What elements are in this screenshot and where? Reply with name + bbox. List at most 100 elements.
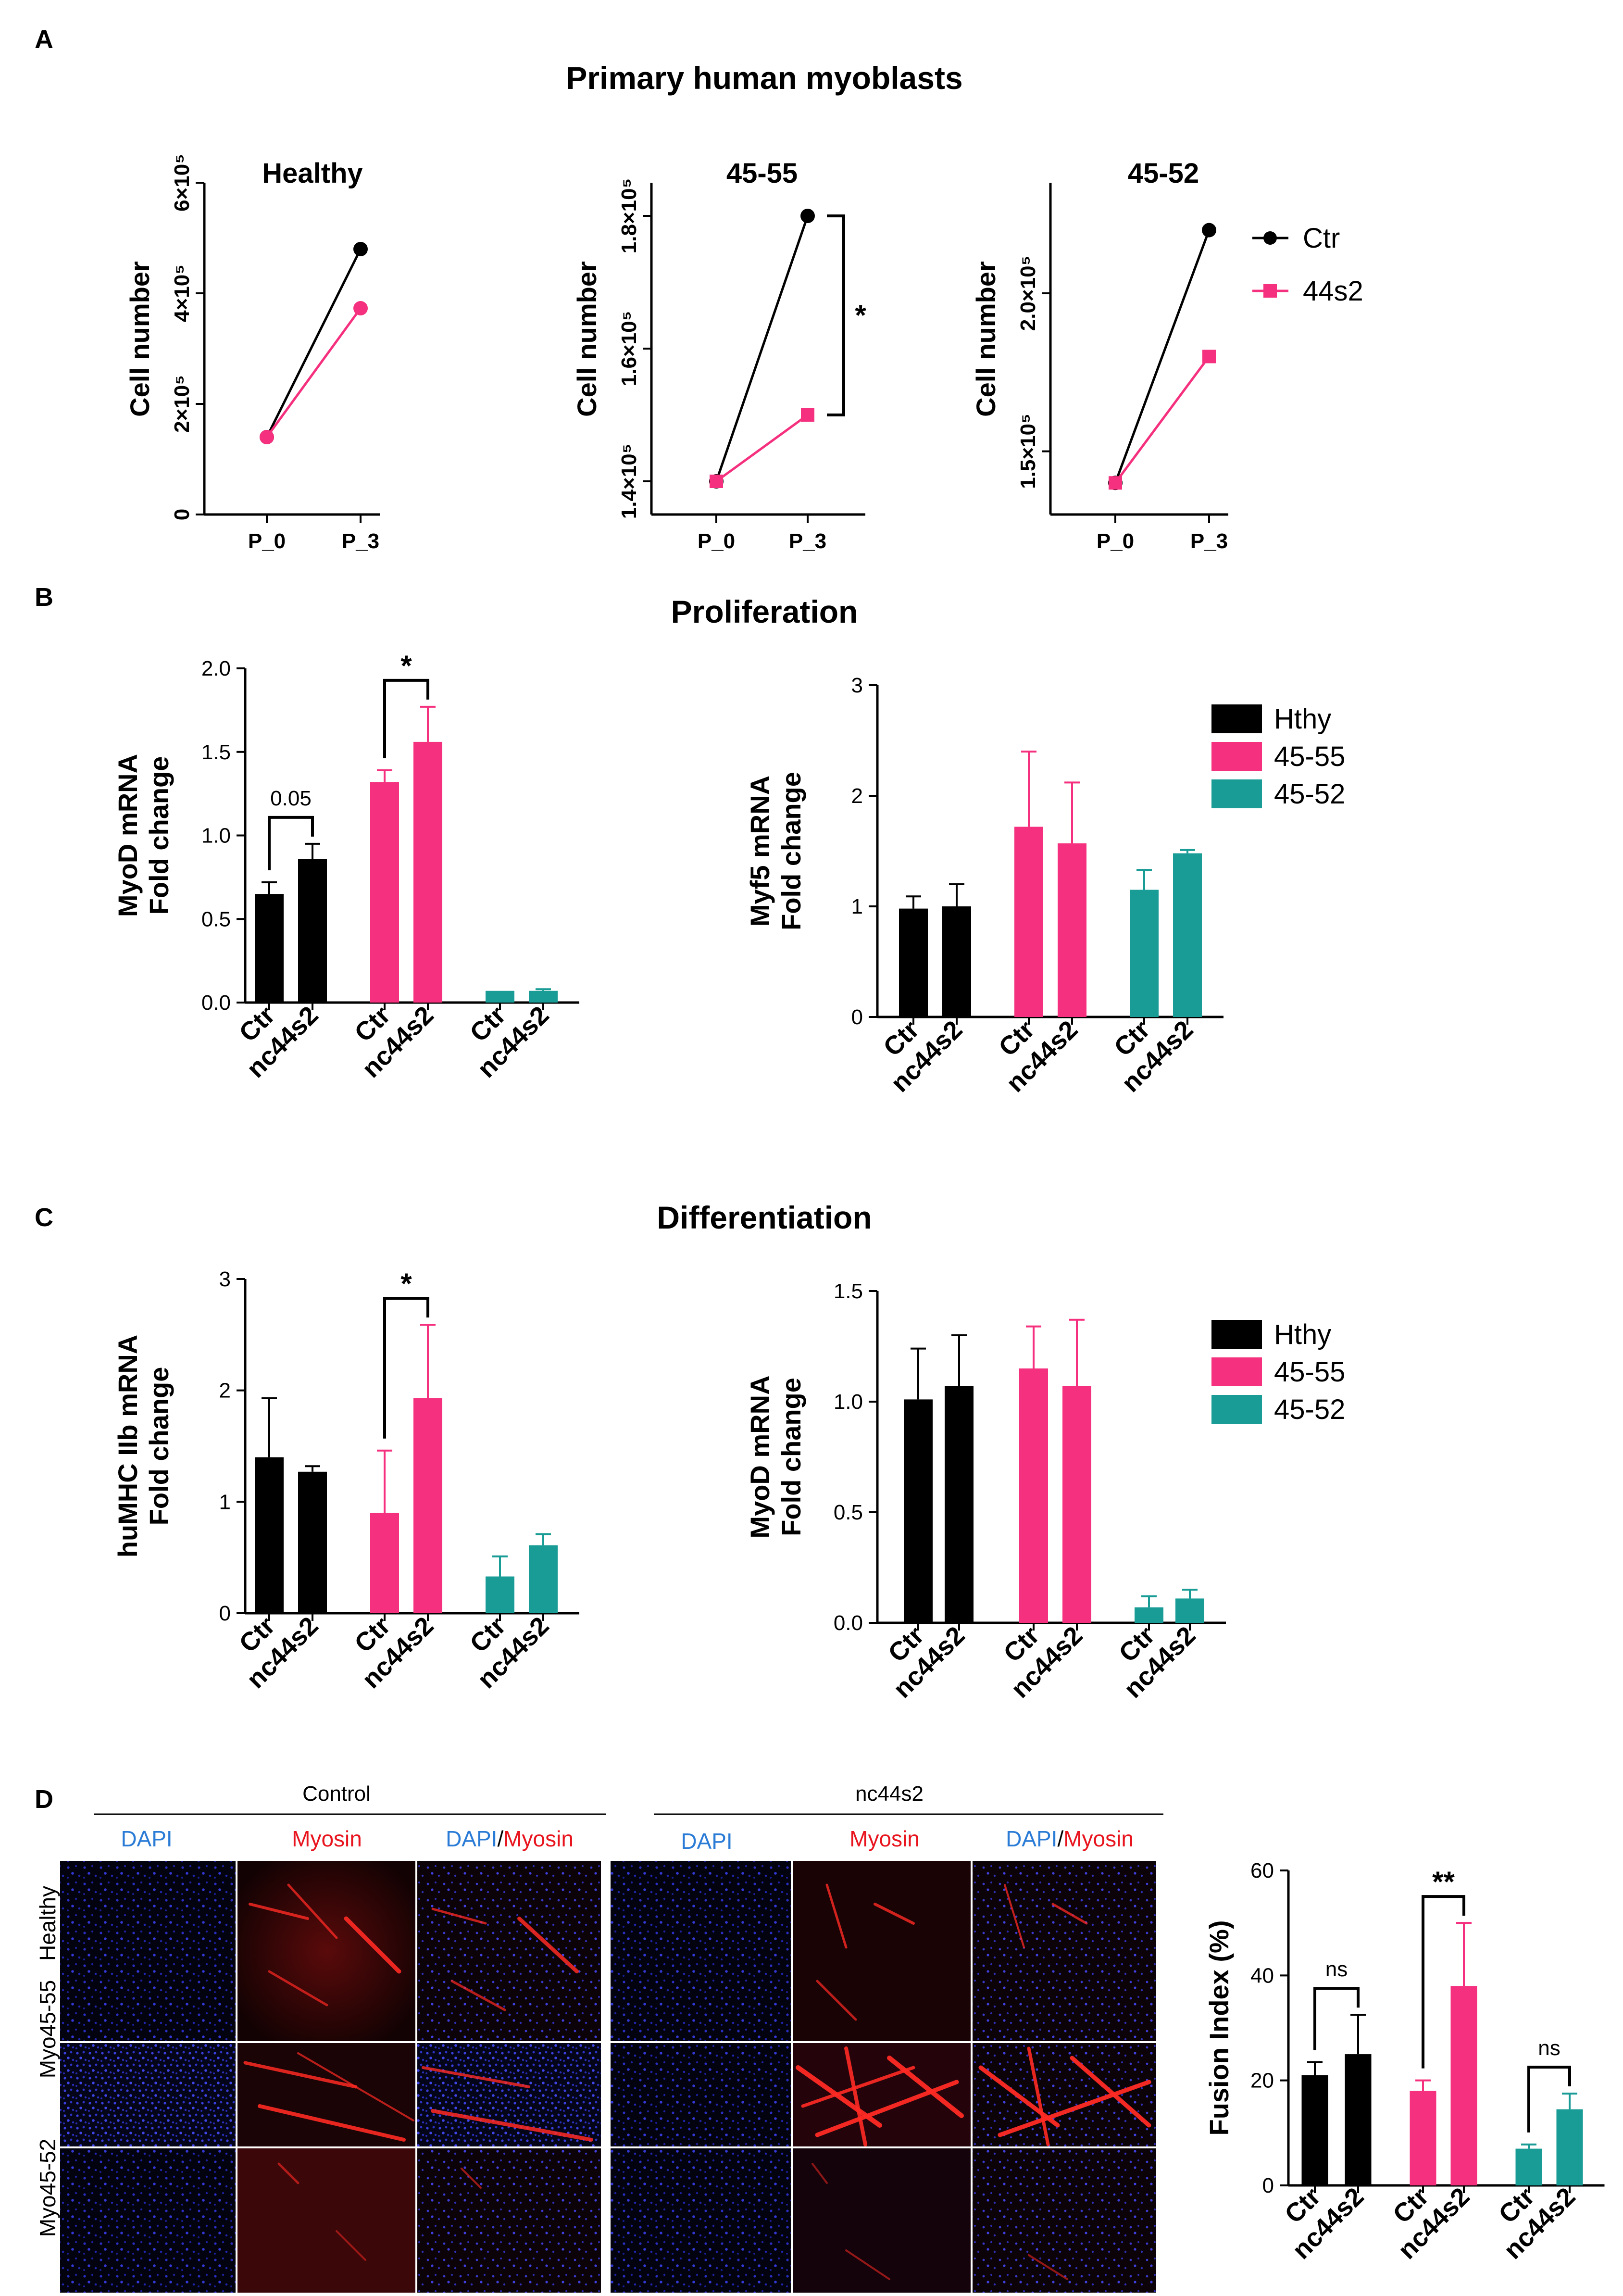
line-chart-healthy: Healthy 0 2×10⁵ 4×10⁵ 6×10⁵ P_0 P_3 Cell number: [125, 154, 380, 553]
y-tick-label: 40: [1250, 1964, 1274, 1987]
image-myosin-myo45-52-nc44s2: [793, 2148, 971, 2293]
comparison-label: ns: [1325, 1957, 1348, 1981]
comparison-bracket: [383, 1296, 429, 1439]
image-grid-nc44s2: [611, 1861, 1156, 2293]
chart-title: 45-52: [1128, 158, 1199, 189]
image-dapi-healthy-nc44s2: [611, 1861, 791, 2041]
y-tick-label: 2.0×10⁵: [1016, 256, 1040, 331]
bar-Hthy-Ctr: [255, 1457, 284, 1613]
data-point-44s2: [801, 408, 814, 422]
bar-45-55-Ctr: [370, 1513, 399, 1613]
image-myosin-myo45-52-control: [237, 2148, 415, 2293]
image-merge-healthy-nc44s2: [973, 1861, 1156, 2041]
y-tick-label: 0.5: [834, 1501, 863, 1524]
y-tick-label: 1.8×10⁵: [617, 178, 641, 253]
comparison-label: 0.05: [270, 787, 312, 810]
bar-45-52-nc44s2: [1175, 1598, 1204, 1623]
image-dapi-myo45-52-control: [60, 2148, 236, 2293]
y-tick-label: 1.5: [834, 1280, 863, 1303]
legend-marker-Ctr: [1263, 231, 1277, 245]
legend-swatch-45-55: [1211, 1357, 1262, 1386]
image-myosin-healthy-nc44s2: [793, 1861, 971, 2041]
chart-title: Healthy: [262, 158, 363, 189]
legend-label-Hthy: Hthy: [1274, 1319, 1331, 1350]
y-tick-label: 2: [219, 1379, 231, 1403]
y-tick-label: 6×10⁵: [170, 154, 194, 212]
y-tick-label: 1.6×10⁵: [617, 311, 641, 386]
y-tick-label: 0: [219, 1602, 231, 1625]
data-point-44s2: [1202, 350, 1216, 364]
image-merge-healthy-control: [417, 1861, 601, 2041]
bar-Hthy-nc44s2: [942, 906, 971, 1017]
channel-label-myosin-control: Myosin: [292, 1826, 362, 1851]
image-dapi-myo45-55-control: [60, 2043, 236, 2146]
y-axis-label: Cell number: [125, 261, 155, 417]
bar-45-52-Ctr: [486, 1576, 514, 1613]
image-myosin-myo45-55-nc44s2: [793, 2043, 971, 2146]
y-tick-label: 1: [851, 895, 863, 918]
image-dapi-healthy-control: [60, 1861, 236, 2041]
channel-label-merge-nc44s2: DAPI/Myosin: [1006, 1826, 1134, 1851]
bar-45-55-nc44s2: [1062, 1386, 1091, 1623]
y-axis-label-line1: huMHC IIb mRNA: [112, 1335, 143, 1558]
condition-label-control: Control: [302, 1782, 371, 1806]
legend-swatch-45-52: [1211, 1395, 1262, 1424]
bar-Myo45-55-nc44s2: [1450, 1986, 1477, 2185]
image-myosin-myo45-55-control: [237, 2043, 415, 2146]
legend-swatch-45-55: [1211, 742, 1262, 771]
bar-45-55-nc44s2: [413, 741, 442, 1003]
y-tick-label: 1.5×10⁵: [1016, 414, 1040, 489]
image-myosin-healthy-control: [237, 1861, 415, 2041]
data-point-44s2: [260, 430, 274, 444]
bar-45-52-nc44s2: [1173, 853, 1202, 1017]
y-tick-label: 0: [1262, 2174, 1274, 2197]
bar-Hthy-Ctr: [255, 894, 284, 1003]
series-line-44s2: [265, 307, 362, 438]
y-axis-label-line2: Fold change: [776, 772, 806, 930]
bar-45-55-Ctr: [1014, 827, 1043, 1017]
legend-c: Hthy 45-55 45-52: [1211, 1319, 1345, 1425]
y-axis-label-line1: MyoD mRNA: [112, 754, 143, 917]
y-tick-label: 0: [851, 1005, 863, 1029]
bar-Hthy-Ctr: [904, 1399, 933, 1623]
y-tick-label: 3: [851, 674, 863, 697]
bar-Healthy-Ctr: [1301, 2075, 1328, 2185]
bar-45-55-Ctr: [370, 782, 399, 1003]
bar-Hthy-nc44s2: [298, 1471, 327, 1613]
micrograph-panel: Control nc44s2 DAPI Myosin DAPI/Myosin D…: [35, 1782, 1163, 2293]
image-dapi-myo45-55-nc44s2: [611, 2043, 791, 2146]
y-tick-label: 2.0: [201, 657, 231, 680]
y-tick-label: 4×10⁵: [170, 264, 194, 322]
comparison-bracket: [383, 678, 429, 758]
bar-45-52-nc44s2: [529, 991, 558, 1003]
legend-label-45-52: 45-52: [1274, 778, 1345, 810]
comparison-bracket: [1527, 2065, 1571, 2133]
y-tick-label: 0: [170, 509, 194, 520]
legend-label-45-52: 45-52: [1274, 1394, 1345, 1425]
x-tick-label: P_3: [1190, 529, 1228, 553]
comparison-label: ns: [1538, 2036, 1560, 2060]
data-point-44s2: [710, 475, 723, 488]
series-line-44s2: [1114, 355, 1211, 484]
y-tick-label: 0.5: [201, 907, 231, 931]
panel-letter-a: A: [35, 25, 53, 54]
y-axis-label: Cell number: [971, 261, 1001, 417]
panel-b-title: Proliferation: [671, 594, 858, 629]
line-chart-45-52: 45-52 1.5×10⁵ 2.0×10⁵ P_0 P_3 Cell number: [971, 158, 1228, 553]
y-tick-label: 0.0: [201, 991, 231, 1015]
y-axis-label-line2: Fold change: [144, 756, 174, 915]
significance-bracket: [827, 214, 845, 416]
y-axis-label-line2: Fold change: [776, 1378, 806, 1536]
bar-45-52-Ctr: [1135, 1607, 1163, 1623]
y-tick-label: 20: [1250, 2069, 1274, 2093]
comparison-label: **: [1432, 1866, 1455, 1898]
y-tick-label: 1.0: [834, 1390, 863, 1414]
x-tick-label: P_0: [248, 529, 286, 553]
panel-letter-b: B: [35, 583, 53, 612]
y-axis-label-line2: Fold change: [144, 1367, 174, 1526]
